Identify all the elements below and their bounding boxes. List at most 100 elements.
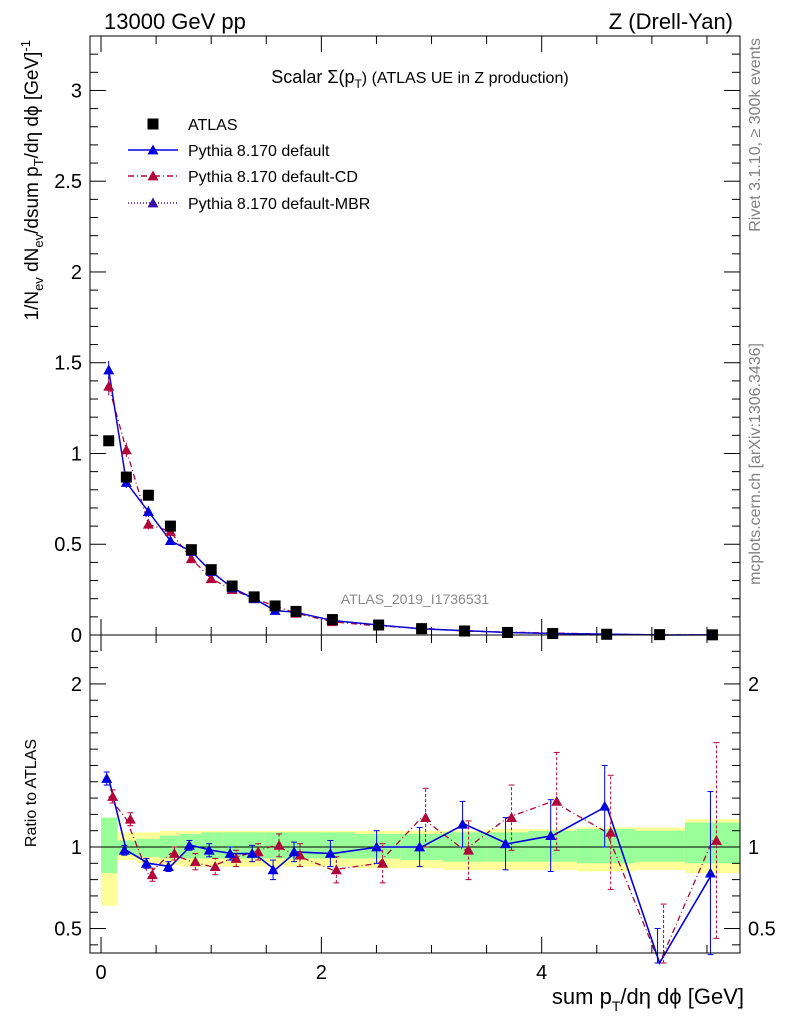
ratio-ytick-label-right: 2 — [748, 674, 759, 696]
atlas-point — [290, 605, 302, 617]
main-ytick-label: 0 — [71, 625, 82, 647]
ratio-default-point — [140, 857, 152, 868]
cd-point — [120, 444, 132, 455]
ratio-default-point — [267, 864, 279, 875]
ratio-default-point — [203, 844, 215, 855]
ratio-default-point — [414, 841, 426, 852]
xtick-label: 4 — [536, 962, 547, 984]
default-point — [142, 506, 154, 516]
atlas-point — [416, 623, 428, 635]
ratio-default-point — [500, 838, 512, 849]
main-ytick-label: 1.5 — [54, 353, 82, 375]
main-ytick-label: 2 — [71, 262, 82, 284]
ratio-cd-point — [377, 857, 389, 868]
ratio-band-green — [136, 838, 160, 857]
atlas-point — [373, 619, 385, 631]
ratio-band-green — [264, 832, 285, 859]
main-ytick-label: 0.5 — [54, 534, 82, 556]
cd-point — [142, 518, 154, 529]
ratio-cd-point — [230, 852, 242, 863]
atlas-point — [547, 628, 559, 640]
ratio-cd-point — [420, 812, 432, 823]
atlas-point — [326, 614, 338, 626]
ratio-ytick-label: 1 — [71, 837, 82, 859]
ratio-ytick-label: 0.5 — [54, 919, 82, 941]
ratio-band-green — [101, 817, 118, 874]
ratio-cd-point — [189, 856, 201, 867]
mcplots-label: mcplots.cern.ch [arXiv:1306.3436] — [747, 343, 764, 585]
watermark: ATLAS_2019_I1736531 — [341, 591, 490, 607]
ratio-band-green — [635, 830, 685, 862]
atlas-point — [185, 544, 197, 556]
ratio-cd-point — [209, 861, 221, 871]
ratio-default-point — [288, 846, 300, 857]
default-point — [103, 364, 115, 375]
atlas-point — [269, 600, 281, 612]
header-left: 13000 GeV pp — [104, 9, 246, 34]
legend-marker — [147, 144, 159, 155]
cd-point — [103, 380, 115, 391]
ratio-default-point — [118, 844, 130, 855]
atlas-point — [205, 564, 217, 576]
ratio-series — [101, 742, 722, 965]
ratio-ytick-label-right: 1 — [748, 837, 759, 859]
ratio-default-point — [101, 773, 113, 783]
main-ytick-label: 3 — [71, 80, 82, 102]
main-ytick-label: 1 — [71, 443, 82, 465]
atlas-point — [164, 520, 176, 532]
ratio-default-point — [704, 867, 716, 878]
ratio-default-point — [246, 848, 258, 858]
ratio-ylabel: Ratio to ATLAS — [23, 739, 40, 847]
legend-label: ATLAS — [188, 117, 238, 134]
legend: ATLAS Pythia 8.170 default Pythia 8.170 de… — [128, 117, 370, 213]
main-series — [103, 360, 718, 641]
legend-marker — [147, 197, 159, 208]
main-axes: 0 0.5 1 1.5 2 2.5 3 — [54, 36, 740, 647]
atlas-point — [502, 626, 514, 638]
legend-marker — [147, 170, 159, 181]
atlas-point — [120, 471, 132, 483]
cd-point — [185, 553, 197, 564]
main-title: Scalar Σ(pT) (ATLAS UE in Z production) — [271, 67, 568, 91]
ratio-cd-point — [294, 849, 306, 860]
ratio-panel: 0.5 0.5 1 1 2 2 0 2 4 Ratio to ATLAS sum pT/dη d… — [23, 634, 776, 1014]
ratio-cd-point — [124, 813, 136, 824]
ratio-default-point — [162, 861, 174, 871]
atlas-point — [226, 580, 238, 592]
ratio-default-point — [224, 848, 236, 858]
atlas-point — [103, 435, 115, 447]
ratio-cd-point — [605, 826, 617, 837]
atlas-point — [142, 489, 154, 501]
cd-point — [205, 573, 217, 584]
rivet-label: Rivet 3.1.10, ≥ 300k events — [747, 38, 764, 232]
ratio-axes: 0.5 0.5 1 1 2 2 0 2 4 — [54, 635, 776, 984]
ratio-default-point — [545, 830, 557, 840]
main-panel: 0 0.5 1 1.5 2 2.5 3 ATLAS_2019_I1736531 Scalar… — [18, 35, 741, 647]
x-axis-label: sum pT/dη dϕ [GeV] — [552, 984, 744, 1014]
atlas-point — [601, 628, 613, 640]
ratio-cd-point — [710, 834, 722, 845]
ratio-cd-line — [108, 796, 714, 965]
default-point — [164, 535, 176, 546]
legend-label: Pythia 8.170 default — [188, 143, 330, 160]
header-right: Z (Drell-Yan) — [609, 9, 733, 34]
atlas-point — [459, 625, 471, 637]
xtick-label: 2 — [316, 962, 327, 984]
ratio-cd-point — [330, 864, 342, 875]
legend-label: Pythia 8.170 default-MBR — [188, 196, 370, 213]
ratio-cd-point — [506, 812, 518, 823]
ratio-cd-point — [146, 869, 158, 880]
xtick-label: 0 — [95, 962, 106, 984]
ratio-cd-point — [463, 844, 475, 855]
ratio-default-point — [457, 818, 469, 829]
ratio-default-point — [183, 839, 195, 850]
ratio-cd-point — [252, 846, 264, 857]
ratio-ytick-label: 2 — [71, 674, 82, 696]
main-ylabel: 1/Nev dNev/dsum pT/dη dϕ [GeV]-1 — [18, 40, 46, 321]
legend-label: Pythia 8.170 default-CD — [188, 169, 358, 186]
ratio-ytick-label-right: 0.5 — [748, 919, 776, 941]
ratio-cd-point — [107, 790, 119, 801]
ratio-cd-point — [551, 795, 563, 806]
ratio-default-point — [371, 841, 383, 852]
